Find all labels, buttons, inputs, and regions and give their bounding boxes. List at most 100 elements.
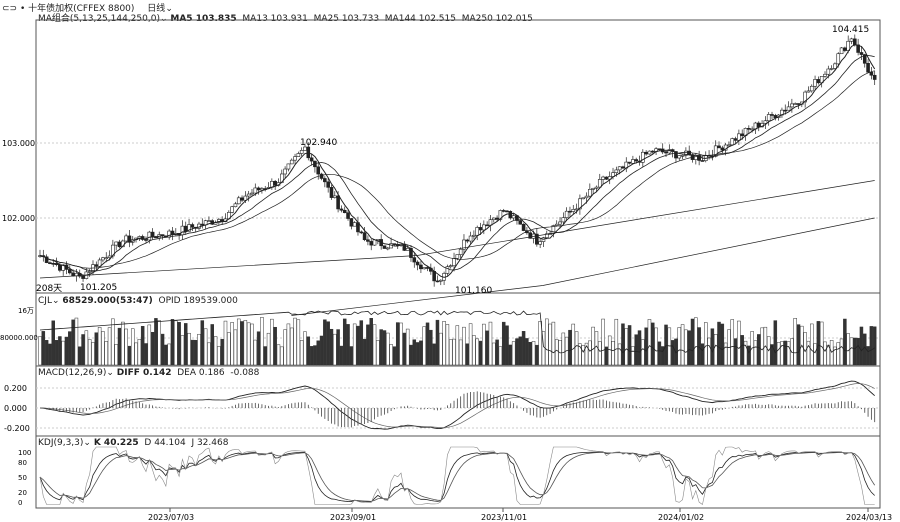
dea-value: DEA 0.186 <box>177 368 225 378</box>
ma13-value: MA13 103.931 <box>242 14 308 24</box>
ma-legend: MA组合(5,13,25,144,250,0)⌄ MA5 103.835 MA1… <box>38 14 533 24</box>
volume-bar <box>38 336 42 366</box>
volume-bar <box>207 342 211 366</box>
candle-body <box>369 241 374 246</box>
volume-bar <box>283 329 287 366</box>
volume-bar <box>518 336 523 366</box>
volume-bar <box>399 322 403 366</box>
volume-bar <box>644 327 648 366</box>
candle-body <box>309 157 314 162</box>
volume-bar <box>872 326 877 366</box>
volume-bar <box>783 340 788 366</box>
candle-body <box>843 47 847 51</box>
volume-bar <box>617 343 622 366</box>
volume-bar <box>266 332 271 366</box>
volume-bar <box>54 340 59 366</box>
volume-bar <box>429 329 433 366</box>
volume-bar <box>389 344 393 366</box>
candle-body <box>872 74 877 80</box>
volume-bar <box>578 343 582 366</box>
candle-body <box>81 275 85 279</box>
kdj-selector[interactable]: KDJ(9,3,3) <box>38 438 84 448</box>
volume-bar <box>521 331 526 366</box>
candle-body <box>803 91 807 103</box>
candle-body <box>809 85 814 92</box>
volume-bar <box>432 343 436 366</box>
candle-body <box>256 187 261 191</box>
date-label: 2024/01/02 <box>658 513 704 522</box>
volume-bar <box>660 346 665 366</box>
candle-body <box>87 271 92 273</box>
volume-bar <box>362 338 367 366</box>
volume-bar <box>495 339 499 366</box>
volume-bar <box>422 326 426 366</box>
candle-body <box>475 227 480 236</box>
volume-bar <box>535 344 539 366</box>
volume-bar <box>462 326 466 366</box>
volume-bar <box>538 321 542 366</box>
volume-bar <box>81 334 85 366</box>
volume-bar <box>187 332 191 366</box>
candle-body <box>806 90 811 93</box>
volume-bar <box>425 322 430 366</box>
volume-bar <box>150 331 155 366</box>
volume-bar <box>240 321 244 366</box>
volume-bar <box>280 346 284 366</box>
volume-bar <box>525 338 529 366</box>
candle-body <box>829 68 834 70</box>
volume-bar <box>472 335 476 366</box>
candle-body <box>674 151 678 159</box>
volume-bar <box>51 320 55 366</box>
volume-bar <box>190 339 195 366</box>
kdj-legend: KDJ(9,3,3)⌄ K 40.225 D 44.104 J 32.468 <box>38 438 229 448</box>
candle-body <box>627 161 632 164</box>
candle-body <box>150 231 155 237</box>
candle-body <box>253 187 258 194</box>
candle-body <box>425 267 430 269</box>
candle-body <box>346 212 350 219</box>
candle-body <box>501 210 506 212</box>
ma5-value: MA5 103.835 <box>170 14 237 24</box>
candle-body <box>326 181 330 188</box>
volume-value: 68529.000(53:47) <box>62 296 153 306</box>
volume-bar <box>631 346 635 366</box>
period-selector[interactable]: 日线⌄ <box>147 4 173 14</box>
volume-bar <box>359 320 364 366</box>
volume-bar <box>588 340 592 366</box>
link-icon[interactable]: ⊂⊃ • <box>2 4 26 14</box>
volume-bar <box>134 342 138 366</box>
volume-bar <box>717 321 721 366</box>
candle-body <box>422 267 427 270</box>
candle-body <box>604 176 609 180</box>
volume-bar <box>154 318 158 366</box>
candle-body <box>233 203 238 208</box>
dea-line <box>39 383 875 428</box>
macd-selector[interactable]: MACD(12,26,9) <box>38 368 107 378</box>
volume-bar <box>627 325 632 366</box>
volume-bar <box>793 318 797 366</box>
j-line <box>39 446 875 506</box>
volume-tick-label: 16万 <box>18 307 34 315</box>
candle-body <box>299 150 304 154</box>
volume-tick-label: 80000.000 <box>0 334 38 342</box>
volume-bar <box>624 328 629 366</box>
candle-body <box>455 254 460 259</box>
volume-bar <box>773 320 778 366</box>
candle-body <box>793 103 797 105</box>
volume-bar <box>395 322 400 366</box>
candle-body <box>561 217 566 223</box>
candle-body <box>352 222 357 227</box>
candle-body <box>713 145 718 157</box>
candle-body <box>770 114 774 116</box>
volume-bar <box>753 340 758 366</box>
candle-body <box>68 269 72 274</box>
date-label: 2023/11/01 <box>481 513 527 522</box>
instrument-title: 十年债加权(CFFEX 8800) <box>28 4 135 14</box>
volume-selector[interactable]: CJL <box>38 296 52 306</box>
kdj-tick-label: 20 <box>18 489 27 497</box>
volume-bar <box>342 318 347 366</box>
ma-selector[interactable]: MA组合(5,13,25,144,250,0) <box>38 14 160 24</box>
candle-body <box>187 224 191 232</box>
volume-bar <box>869 326 874 366</box>
